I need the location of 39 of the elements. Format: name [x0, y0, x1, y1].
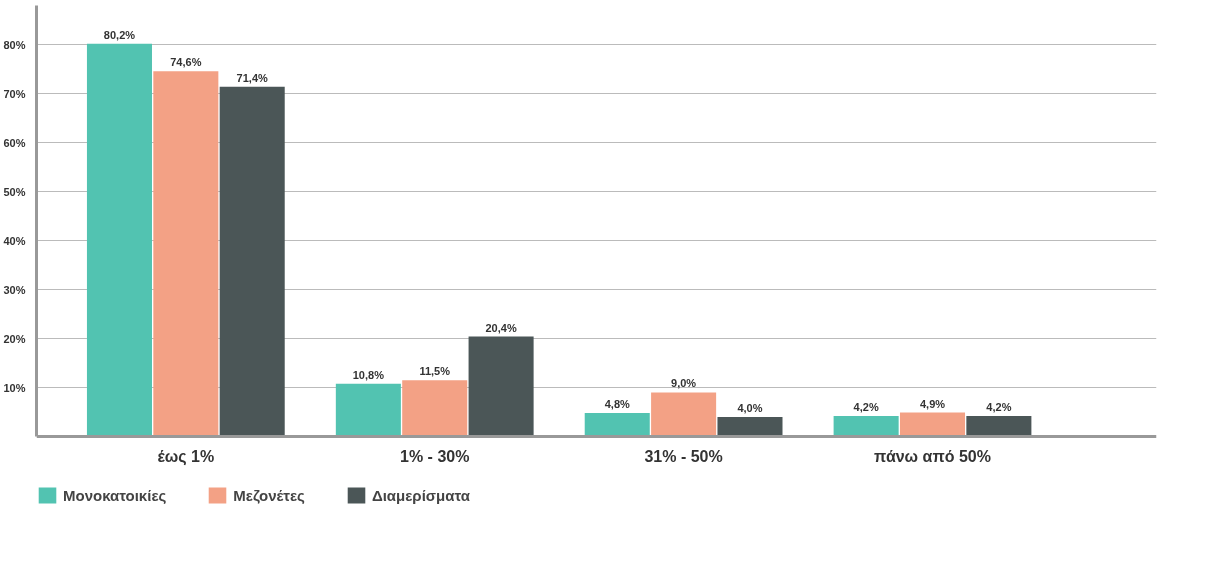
data-label: 4,0% — [737, 401, 763, 414]
data-label: 4,2% — [986, 400, 1012, 413]
data-label: 80,2% — [103, 28, 136, 41]
legend-label: Μεζονέτες — [233, 486, 305, 504]
y-tick-label: 30% — [3, 283, 26, 296]
x-tick-label: έως 1% — [157, 447, 215, 466]
bar — [153, 71, 219, 437]
y-tick-label: 70% — [3, 87, 26, 100]
legend-label: Διαμερίσματα — [371, 486, 470, 504]
bar — [899, 412, 966, 437]
bar — [468, 336, 534, 437]
y-tick-label: 80% — [3, 38, 26, 51]
legend-label: Μονοκατοικίες — [63, 486, 167, 504]
y-tick-label: 10% — [3, 381, 26, 394]
y-tick-label: 50% — [3, 185, 26, 198]
data-label: 20,4% — [485, 321, 517, 334]
y-tick-label: 60% — [3, 136, 26, 149]
bar — [219, 86, 285, 437]
bar — [584, 413, 650, 437]
bar — [402, 380, 468, 437]
x-tick-label: 1% - 30% — [400, 447, 470, 465]
data-label: 4,9% — [919, 397, 946, 410]
bar — [86, 43, 152, 437]
y-tick-label: 40% — [3, 234, 26, 247]
x-tick-label: πάνω από 50% — [874, 447, 991, 465]
data-label: 4,8% — [604, 398, 630, 411]
data-label: 9,0% — [671, 377, 697, 390]
bar — [335, 383, 401, 437]
data-label: 10,8% — [352, 368, 385, 381]
x-tick-label: 31% - 50% — [644, 447, 723, 465]
data-label: 74,6% — [170, 56, 202, 69]
bar — [833, 415, 899, 437]
data-label: 11,5% — [419, 365, 451, 378]
y-tick-label: 20% — [3, 332, 26, 345]
data-label: 71,4% — [236, 71, 269, 84]
bar — [651, 392, 717, 437]
bar — [717, 416, 783, 437]
data-label: 4,2% — [853, 400, 879, 413]
bar — [966, 415, 1032, 437]
